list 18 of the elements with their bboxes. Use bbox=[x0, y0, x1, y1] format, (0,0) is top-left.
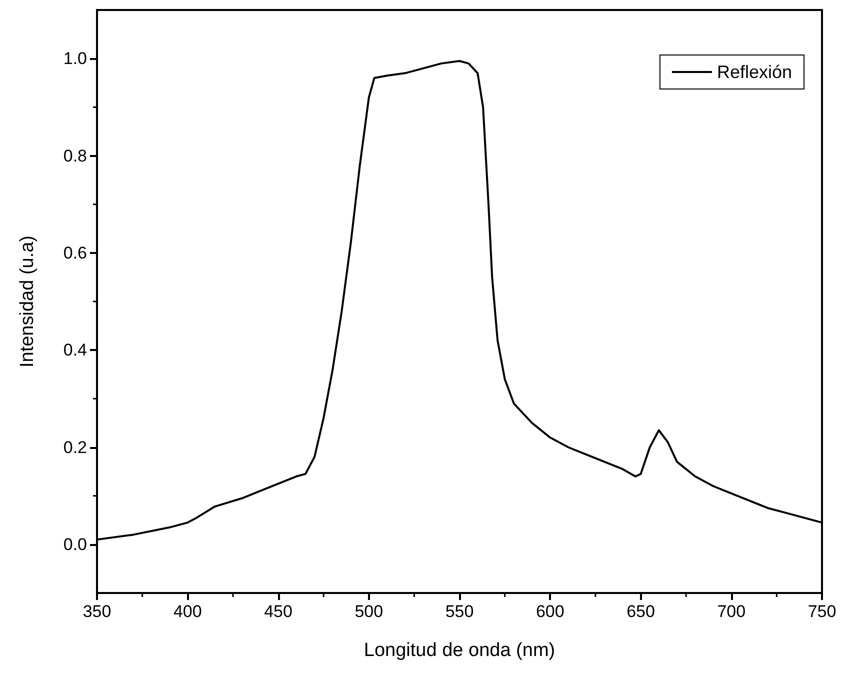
y-tick-label: 0.0 bbox=[63, 534, 87, 554]
y-tick-label: 0.2 bbox=[63, 438, 87, 457]
x-tick-label: 750 bbox=[808, 602, 836, 621]
x-axis-title: Longitud de onda (nm) bbox=[364, 640, 556, 661]
y-axis-title: Intensidad (u.a) bbox=[17, 235, 38, 368]
x-tick-label: 350 bbox=[82, 602, 112, 621]
y-tick-label: 1.0 bbox=[63, 49, 87, 68]
x-tick-label: 700 bbox=[717, 602, 746, 621]
x-tick-label: 650 bbox=[626, 602, 655, 621]
x-tick-label: 400 bbox=[173, 602, 202, 621]
y-tick-label: 0.8 bbox=[63, 146, 87, 166]
x-tick-label: 450 bbox=[264, 602, 292, 621]
y-tick-label: 0.4 bbox=[63, 340, 87, 360]
x-tick-label: 500 bbox=[354, 602, 384, 621]
y-tick-label: 0.6 bbox=[63, 243, 87, 262]
legend-label: Reflexión bbox=[716, 62, 792, 82]
x-tick-label: 550 bbox=[445, 602, 474, 621]
x-tick-label: 600 bbox=[536, 602, 564, 621]
